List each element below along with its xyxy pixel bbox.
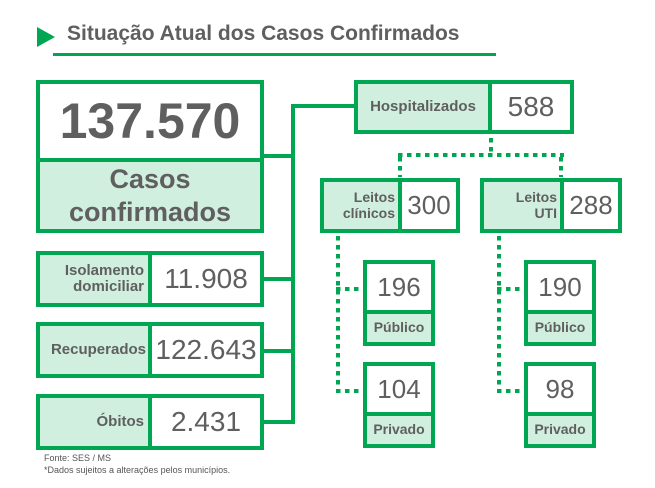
isolamento-box: Isolamento domiciliar 11.908: [36, 251, 264, 307]
isolamento-value: 11.908: [152, 255, 260, 303]
connector: [336, 389, 364, 393]
uti-privado-label: Privado: [528, 416, 592, 444]
leitos-uti-box: Leitos UTI 288: [480, 178, 622, 233]
connector: [291, 104, 357, 108]
clinicos-privado-box: 104 Privado: [363, 362, 435, 448]
connector: [497, 389, 525, 393]
connector: [264, 420, 295, 424]
connector: [489, 138, 493, 156]
leitos-clinicos-box: Leitos clínicos 300: [320, 178, 460, 233]
connector: [559, 157, 563, 177]
hospitalizados-label: Hospitalizados: [358, 84, 492, 130]
page-title: Situação Atual dos Casos Confirmados: [67, 22, 460, 45]
obitos-value: 2.431: [152, 398, 260, 446]
leitos-uti-value: 288: [564, 182, 618, 229]
leitos-uti-label: Leitos: [515, 189, 557, 206]
total-cases-value: 137.570: [40, 84, 260, 158]
uti-publico-label: Público: [528, 314, 592, 342]
uti-publico-box: 190 Público: [524, 260, 596, 346]
connector: [291, 104, 295, 422]
recuperados-label: Recuperados: [40, 326, 152, 374]
connector: [398, 153, 564, 157]
obitos-box: Óbitos 2.431: [36, 394, 264, 450]
connector: [336, 236, 340, 392]
obitos-label: Óbitos: [40, 398, 152, 446]
connector: [264, 277, 295, 281]
clinicos-publico-value: 196: [367, 264, 431, 314]
recuperados-value: 122.643: [152, 326, 260, 374]
title-underline: [53, 53, 496, 56]
total-cases-label: Casos confirmados: [40, 158, 260, 229]
clinicos-publico-box: 196 Público: [363, 260, 435, 346]
disclaimer-note: *Dados sujeitos a alterações pelos munic…: [44, 465, 231, 475]
leitos-clinicos-value: 300: [402, 182, 456, 229]
uti-privado-box: 98 Privado: [524, 362, 596, 448]
connector: [336, 287, 364, 291]
clinicos-privado-label: Privado: [367, 416, 431, 444]
clinicos-publico-label: Público: [367, 314, 431, 342]
clinicos-privado-value: 104: [367, 366, 431, 416]
connector: [497, 287, 525, 291]
connector: [264, 349, 295, 353]
recuperados-box: Recuperados 122.643: [36, 322, 264, 378]
title-arrow-icon: [37, 27, 55, 47]
hospitalizados-box: Hospitalizados 588: [354, 80, 574, 134]
connector: [497, 236, 501, 392]
leitos-clinicos-label: Leitos: [353, 189, 395, 206]
source-note: Fonte: SES / MS: [44, 453, 112, 463]
uti-privado-value: 98: [528, 366, 592, 416]
connector: [398, 157, 402, 177]
hospitalizados-value: 588: [492, 84, 570, 130]
isolamento-label: Isolamento: [64, 261, 144, 279]
uti-publico-value: 190: [528, 264, 592, 314]
connector: [264, 154, 295, 158]
total-cases-box: 137.570 Casos confirmados: [36, 80, 264, 233]
